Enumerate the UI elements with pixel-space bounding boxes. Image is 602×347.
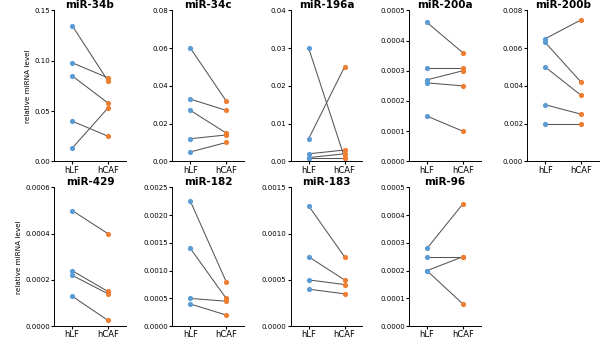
Point — [458, 50, 468, 56]
Point — [340, 151, 349, 156]
Point — [576, 121, 586, 126]
Point — [304, 277, 314, 283]
Point — [103, 289, 113, 294]
Point — [458, 254, 468, 260]
Point — [67, 60, 77, 66]
Point — [67, 268, 77, 273]
Point — [222, 279, 231, 285]
Point — [422, 77, 432, 83]
Point — [103, 133, 113, 139]
Point — [185, 198, 195, 204]
Point — [185, 108, 195, 113]
Point — [576, 79, 586, 85]
Title: miR-34b: miR-34b — [66, 0, 114, 10]
Point — [422, 113, 432, 119]
Point — [576, 93, 586, 98]
Point — [185, 136, 195, 142]
Point — [304, 203, 314, 209]
Point — [422, 80, 432, 86]
Point — [67, 118, 77, 124]
Point — [222, 312, 231, 318]
Point — [340, 254, 349, 260]
Point — [185, 301, 195, 307]
Point — [422, 254, 432, 260]
Point — [67, 23, 77, 28]
Point — [222, 98, 231, 104]
Point — [222, 130, 231, 136]
Point — [458, 201, 468, 207]
Y-axis label: relative miRNA level: relative miRNA level — [16, 220, 22, 294]
Point — [541, 102, 550, 108]
Point — [103, 291, 113, 297]
Point — [541, 64, 550, 70]
Point — [541, 40, 550, 45]
Point — [304, 155, 314, 160]
Point — [422, 246, 432, 251]
Point — [340, 64, 349, 70]
Point — [304, 254, 314, 260]
Point — [304, 286, 314, 292]
Point — [458, 128, 468, 134]
Point — [304, 151, 314, 156]
Point — [458, 254, 468, 260]
Point — [67, 145, 77, 151]
Point — [103, 75, 113, 81]
Point — [422, 65, 432, 70]
Title: miR-429: miR-429 — [66, 177, 114, 187]
Point — [340, 282, 349, 287]
Point — [222, 140, 231, 145]
Point — [458, 68, 468, 74]
Title: miR-200a: miR-200a — [417, 0, 473, 10]
Point — [222, 108, 231, 113]
Point — [422, 268, 432, 273]
Point — [340, 291, 349, 297]
Title: miR-200b: miR-200b — [535, 0, 591, 10]
Title: miR-196a: miR-196a — [299, 0, 355, 10]
Point — [103, 231, 113, 236]
Point — [185, 96, 195, 102]
Point — [103, 105, 113, 111]
Point — [304, 45, 314, 51]
Point — [185, 45, 195, 51]
Y-axis label: relative miRNA level: relative miRNA level — [25, 49, 31, 123]
Point — [422, 20, 432, 25]
Point — [340, 155, 349, 160]
Point — [541, 121, 550, 126]
Point — [458, 301, 468, 307]
Point — [103, 100, 113, 106]
Point — [67, 272, 77, 278]
Point — [576, 17, 586, 23]
Point — [67, 73, 77, 79]
Point — [304, 136, 314, 142]
Title: miR-183: miR-183 — [302, 177, 351, 187]
Point — [422, 268, 432, 273]
Point — [304, 155, 314, 160]
Point — [185, 296, 195, 301]
Title: miR-182: miR-182 — [184, 177, 232, 187]
Point — [340, 155, 349, 160]
Point — [222, 132, 231, 138]
Point — [185, 149, 195, 155]
Point — [103, 318, 113, 323]
Point — [340, 147, 349, 153]
Point — [67, 293, 77, 299]
Point — [103, 78, 113, 84]
Point — [458, 83, 468, 89]
Point — [222, 296, 231, 301]
Title: miR-96: miR-96 — [424, 177, 465, 187]
Point — [458, 65, 468, 70]
Point — [340, 277, 349, 283]
Point — [185, 246, 195, 251]
Point — [67, 208, 77, 213]
Point — [576, 111, 586, 117]
Point — [222, 298, 231, 304]
Title: miR-34c: miR-34c — [184, 0, 232, 10]
Point — [541, 36, 550, 42]
